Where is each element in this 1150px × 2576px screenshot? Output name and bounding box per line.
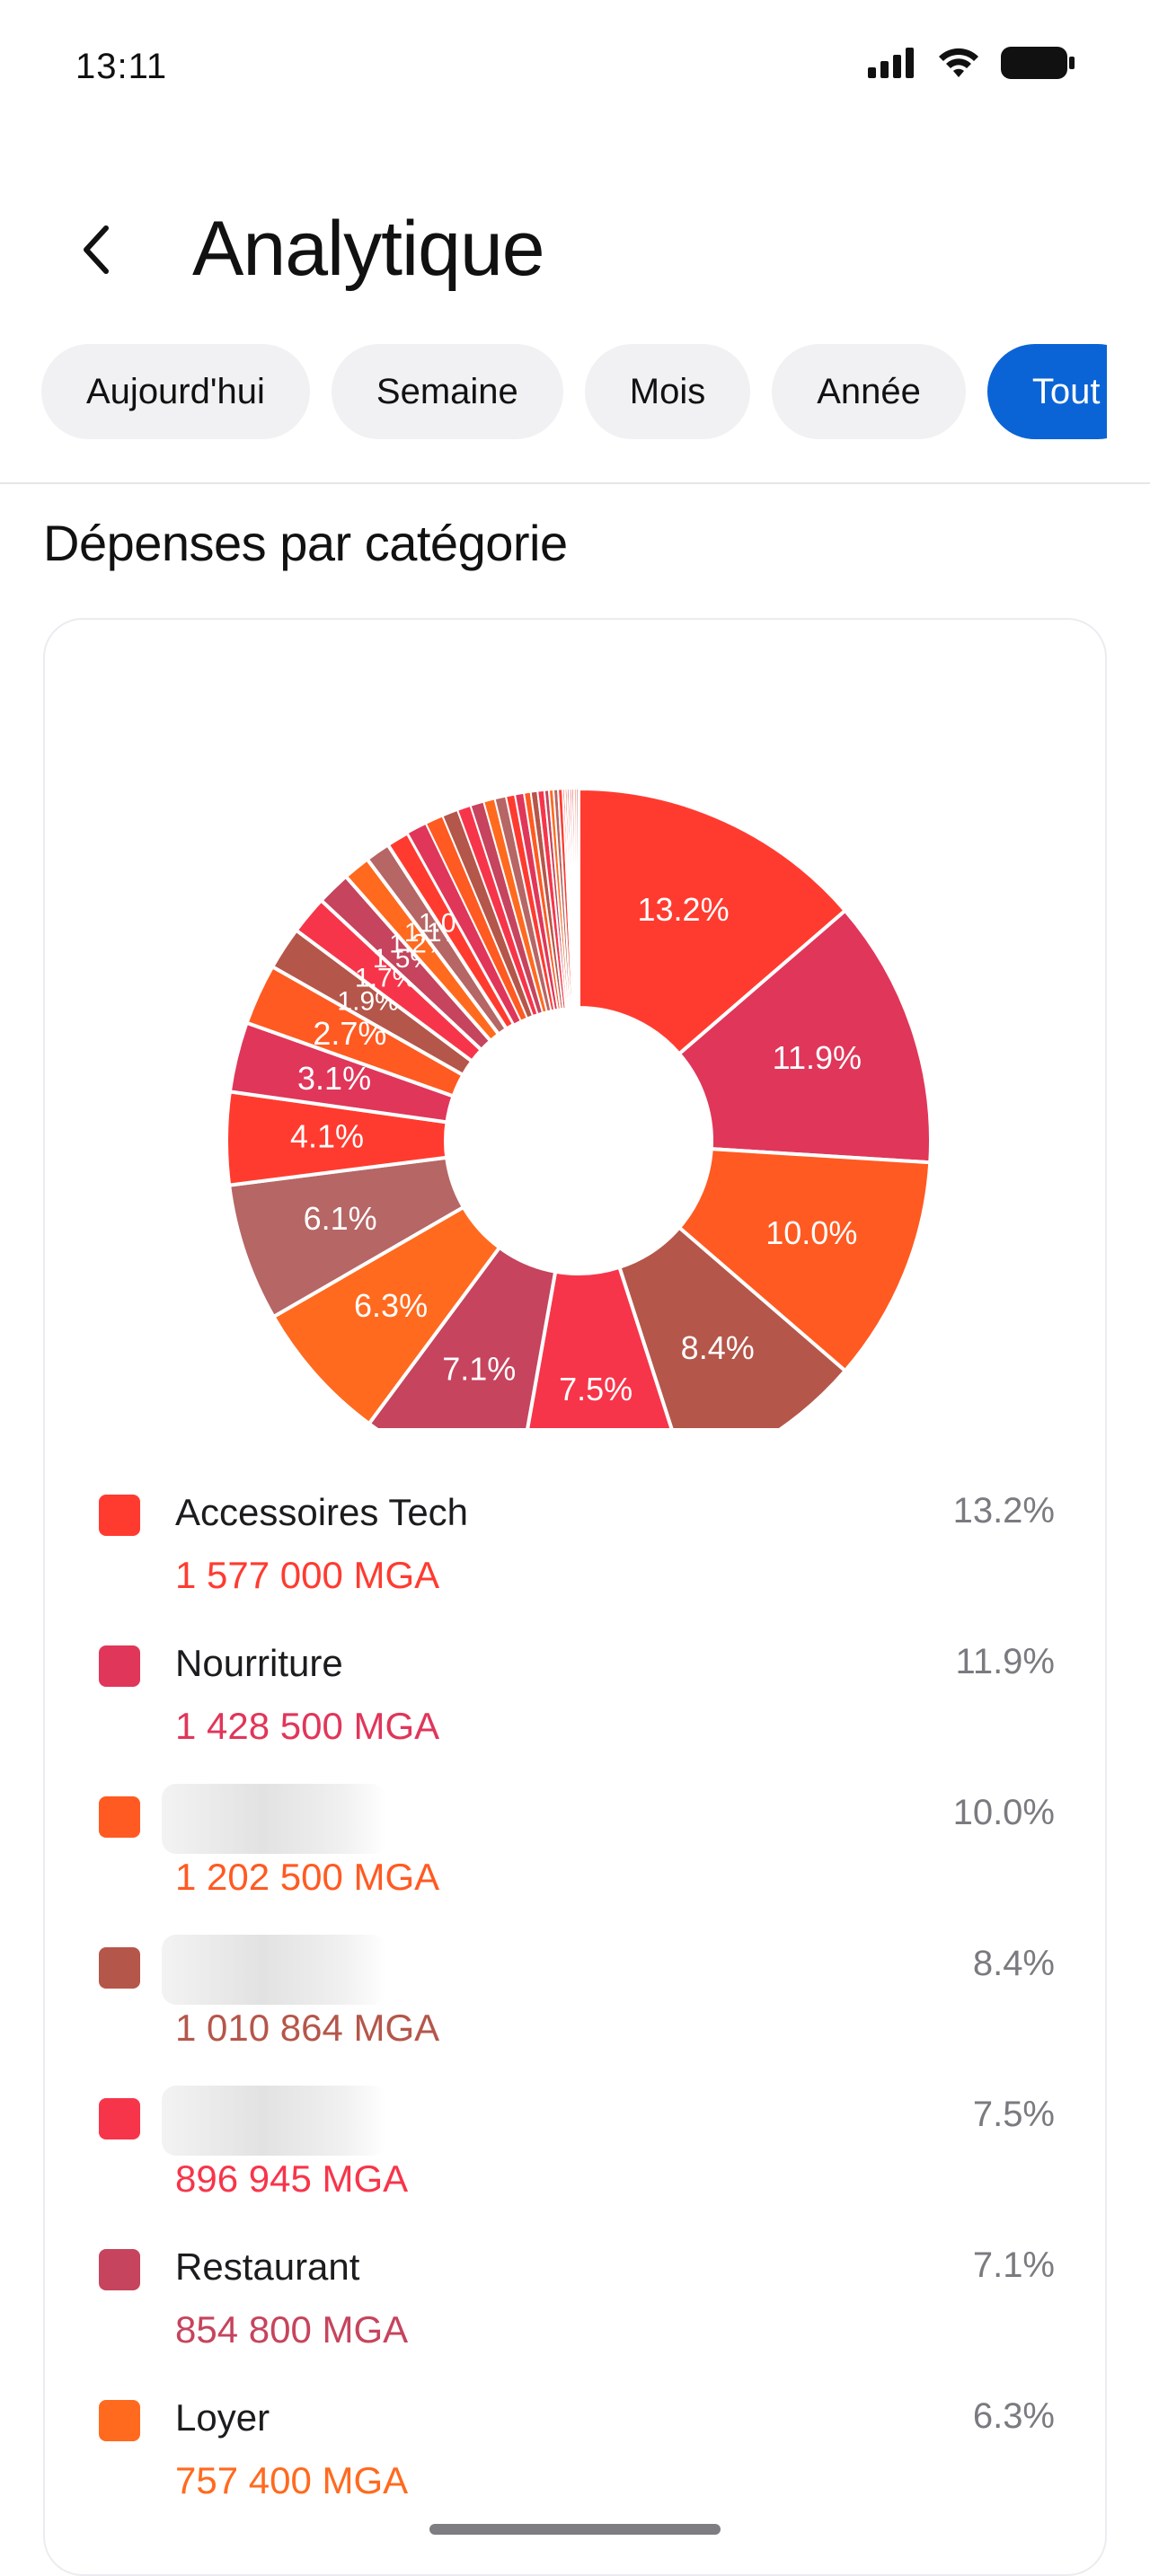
page-title: Analytique	[192, 206, 545, 292]
chevron-left-icon	[79, 223, 115, 281]
slice-label: 7.1%	[442, 1351, 516, 1388]
legend-item[interactable]: 1 010 864 MGA 8.4%	[45, 1935, 1105, 2086]
legend-percent: 11.9%	[955, 1642, 1055, 1681]
slice-label: 6.1%	[304, 1200, 377, 1237]
donut-slice[interactable]	[677, 907, 933, 1165]
legend-amount: 1 202 500 MGA	[175, 1856, 440, 1898]
legend-category-name: Loyer	[175, 2396, 270, 2439]
legend-amount: 1 010 864 MGA	[175, 2007, 440, 2049]
legend-percent: 10.0%	[952, 1793, 1055, 1832]
legend-percent: 8.4%	[972, 1944, 1055, 1983]
redacted-category-name	[162, 1784, 386, 1854]
legend-category-name: Restaurant	[175, 2245, 360, 2288]
filter-chip-year[interactable]: Année	[772, 344, 966, 439]
category-legend: Accessoires Tech 1 577 000 MGA 13.2% Nou…	[45, 1482, 1105, 2538]
section-title: Dépenses par catégorie	[43, 515, 568, 571]
legend-percent: 6.3%	[972, 2396, 1055, 2436]
legend-item[interactable]: Nourriture 1 428 500 MGA 11.9%	[45, 1633, 1105, 1784]
legend-color-swatch	[99, 1495, 140, 1536]
legend-color-swatch	[99, 2098, 140, 2139]
slice-label: 7.5%	[559, 1371, 632, 1407]
filter-chip-month[interactable]: Mois	[584, 344, 751, 439]
category-card: 13.2% 11.9% 10.0% 8.4% 7.5% 7.1% 6.3% 6.1% 4.1% 3…	[43, 618, 1107, 2576]
header: Analytique	[0, 189, 1150, 314]
legend-percent: 7.5%	[972, 2095, 1055, 2134]
divider	[0, 482, 1150, 484]
legend-item[interactable]: 1 202 500 MGA 10.0%	[45, 1784, 1105, 1935]
filter-chip-all[interactable]: Tout	[986, 344, 1107, 439]
slice-label: 4.1%	[290, 1118, 364, 1155]
slice-label: 6.3%	[354, 1287, 428, 1324]
slice-label: 11.9%	[773, 1039, 862, 1076]
legend-percent: 13.2%	[952, 1491, 1055, 1531]
slice-label: 3.1%	[297, 1060, 371, 1097]
legend-amount: 1 577 000 MGA	[175, 1554, 440, 1596]
legend-item[interactable]: Restaurant 854 800 MGA 7.1%	[45, 2236, 1105, 2387]
legend-color-swatch	[99, 1645, 140, 1687]
signal-icon	[868, 48, 916, 83]
redacted-category-name	[162, 1935, 386, 2005]
redacted-category-name	[162, 2086, 386, 2156]
legend-amount: 854 800 MGA	[175, 2308, 409, 2351]
legend-item[interactable]: 896 945 MGA 7.5%	[45, 2086, 1105, 2236]
status-time: 13:11	[75, 47, 168, 86]
filter-chip-today[interactable]: Aujourd'hui	[41, 344, 310, 439]
back-button[interactable]	[65, 214, 129, 289]
legend-item[interactable]: Accessoires Tech 1 577 000 MGA 13.2%	[45, 1482, 1105, 1633]
legend-category-name: Accessoires Tech	[175, 1491, 469, 1533]
donut-slice[interactable]	[575, 787, 579, 1010]
status-icons	[868, 47, 1075, 84]
legend-color-swatch	[99, 2400, 140, 2441]
legend-color-swatch	[99, 1796, 140, 1838]
filter-chip-week[interactable]: Semaine	[331, 344, 563, 439]
legend-category-name: Nourriture	[175, 1642, 343, 1684]
legend-percent: 7.1%	[972, 2245, 1055, 2285]
donut-slice[interactable]	[577, 786, 848, 1057]
wifi-icon	[936, 47, 981, 84]
legend-color-swatch	[99, 1947, 140, 1989]
donut-slice[interactable]	[677, 1147, 933, 1374]
home-indicator	[429, 2524, 721, 2535]
legend-amount: 1 428 500 MGA	[175, 1705, 440, 1747]
slice-label: 10.0%	[765, 1214, 857, 1251]
legend-amount: 896 945 MGA	[175, 2157, 409, 2200]
donut-chart-svg: 13.2% 11.9% 10.0% 8.4% 7.5% 7.1% 6.3% 6.1% 4.1% 3…	[225, 786, 933, 1495]
donut-chart: 13.2% 11.9% 10.0% 8.4% 7.5% 7.1% 6.3% 6.1% 4.1% 3…	[45, 620, 1105, 1495]
slice-label: 8.4%	[681, 1329, 755, 1366]
legend-amount: 757 400 MGA	[175, 2459, 409, 2501]
legend-item[interactable]: Loyer 757 400 MGA 6.3%	[45, 2387, 1105, 2538]
battery-icon	[1001, 47, 1075, 84]
period-filters: Aujourd'hui Semaine Mois Année Tout	[41, 344, 1107, 441]
slice-label: 13.2%	[638, 891, 730, 928]
status-bar: 13:11	[0, 0, 1150, 135]
legend-color-swatch	[99, 2249, 140, 2290]
